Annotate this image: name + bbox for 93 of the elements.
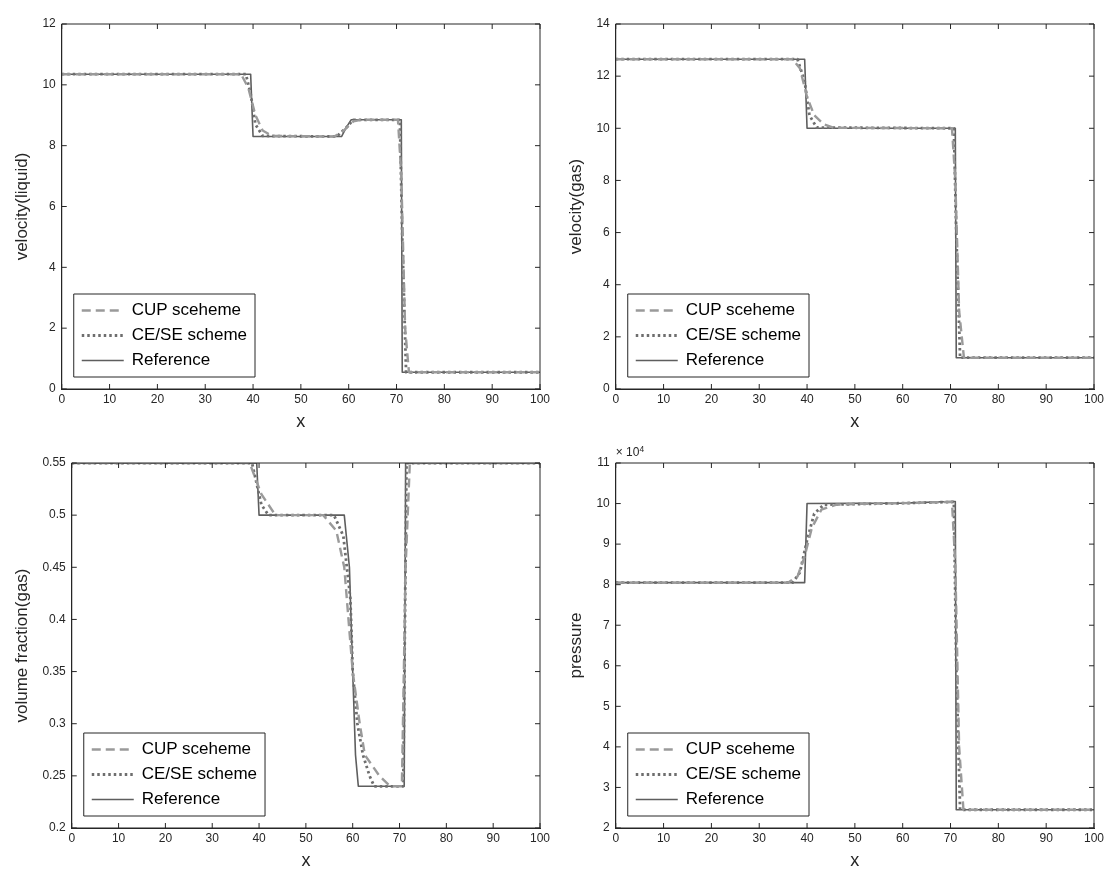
y-tick-label: 6 xyxy=(49,198,57,213)
x-tick-label: 90 xyxy=(1039,830,1054,845)
x-tick-label: 20 xyxy=(158,830,173,845)
y-tick-label: 0.45 xyxy=(42,559,67,574)
x-tick-label: 60 xyxy=(896,830,910,845)
legend-label: CE/SE scheme xyxy=(131,325,248,345)
y-tick-label: 8 xyxy=(603,576,611,591)
x-tick-label: 10 xyxy=(656,391,671,406)
y-tick-label: 7 xyxy=(603,617,611,632)
x-tick-label: 40 xyxy=(252,830,267,845)
y-tick-label: 0.55 xyxy=(42,455,67,470)
x-tick-label: 10 xyxy=(102,391,117,406)
y-tick-label: 10 xyxy=(42,77,57,92)
y-tick-label: 3 xyxy=(603,779,611,794)
y-tick-label: 9 xyxy=(603,536,611,551)
x-tick-label: 100 xyxy=(529,391,551,406)
legend-label: CE/SE scheme xyxy=(685,764,802,784)
legend-label: CUP sceheme xyxy=(685,300,796,320)
x-tick-label: 30 xyxy=(752,830,767,845)
x-tick-label: 40 xyxy=(246,391,261,406)
y-axis-title: velocity(liquid) xyxy=(11,152,31,261)
x-tick-label: 70 xyxy=(943,391,958,406)
y-tick-label: 0.25 xyxy=(42,768,67,783)
x-tick-label: 50 xyxy=(848,391,862,406)
y-tick-label: 6 xyxy=(603,658,611,673)
y-tick-label: 2 xyxy=(49,320,57,335)
x-tick-label: 40 xyxy=(800,830,815,845)
x-tick-label: 70 xyxy=(943,830,958,845)
y-tick-label: 0.4 xyxy=(49,611,67,626)
legend-label: Reference xyxy=(131,350,211,370)
x-tick-label: 60 xyxy=(346,830,360,845)
x-tick-label: 80 xyxy=(437,391,452,406)
y-tick-label: 12 xyxy=(42,16,57,31)
x-tick-label: 10 xyxy=(656,830,671,845)
legend-label: Reference xyxy=(685,789,765,809)
y-tick-label: 6 xyxy=(603,224,611,239)
x-tick-label: 30 xyxy=(205,830,220,845)
x-tick-label: 80 xyxy=(991,830,1006,845)
x-tick-label: 100 xyxy=(1083,391,1105,406)
x-tick-label: 50 xyxy=(294,391,308,406)
x-tick-label: 20 xyxy=(704,391,719,406)
x-tick-label: 30 xyxy=(198,391,213,406)
legend-label: Reference xyxy=(685,350,765,370)
x-axis-title: x xyxy=(850,850,860,871)
x-tick-label: 20 xyxy=(150,391,165,406)
y-tick-label: 12 xyxy=(596,68,611,83)
x-tick-label: 70 xyxy=(392,830,407,845)
y-tick-label: 8 xyxy=(49,137,57,152)
legend-label: CE/SE scheme xyxy=(685,325,802,345)
x-tick-label: 10 xyxy=(111,830,126,845)
x-tick-label: 90 xyxy=(1039,391,1054,406)
x-axis-title: x xyxy=(850,411,860,432)
y-tick-label: 0.35 xyxy=(42,663,67,678)
y-tick-label: 4 xyxy=(49,259,57,274)
x-tick-label: 80 xyxy=(991,391,1006,406)
y-tick-label: 4 xyxy=(603,739,611,754)
y-tick-label: 10 xyxy=(596,120,611,135)
x-tick-label: 100 xyxy=(529,830,551,845)
x-tick-label: 90 xyxy=(485,391,500,406)
x-tick-label: 40 xyxy=(800,391,815,406)
legend-label: CUP sceheme xyxy=(685,739,796,759)
x-tick-label: 60 xyxy=(342,391,356,406)
x-tick-label: 50 xyxy=(299,830,313,845)
y-tick-label: 10 xyxy=(596,495,611,510)
x-tick-label: 60 xyxy=(896,391,910,406)
x-tick-label: 70 xyxy=(389,391,404,406)
y-tick-label: 2 xyxy=(603,820,611,835)
y-tick-label: 0 xyxy=(603,381,611,396)
y-axis-title: pressure xyxy=(565,612,585,679)
legend-label: CUP sceheme xyxy=(141,739,252,759)
x-axis-title: x xyxy=(296,411,306,432)
y-tick-label: 4 xyxy=(603,277,611,292)
y-tick-label: 0 xyxy=(49,381,57,396)
x-axis-title: x xyxy=(301,850,311,871)
y-tick-label: 0.2 xyxy=(49,820,67,835)
legend-label: Reference xyxy=(141,789,221,809)
y-tick-label: 5 xyxy=(603,698,611,713)
y-tick-label: 0.5 xyxy=(49,507,67,522)
legend-label: CE/SE scheme xyxy=(141,764,258,784)
y-axis-title: volume fraction(gas) xyxy=(11,568,31,723)
y-tick-label: 2 xyxy=(603,329,611,344)
y-tick-label: 11 xyxy=(597,455,611,470)
y-tick-label: 0.3 xyxy=(49,716,67,731)
legend-label: CUP sceheme xyxy=(131,300,242,320)
y-tick-label: 8 xyxy=(603,172,611,187)
x-tick-label: 100 xyxy=(1083,830,1105,845)
x-tick-label: 50 xyxy=(848,830,862,845)
y-axis-title: velocity(gas) xyxy=(565,158,585,255)
y-tick-label: 14 xyxy=(596,16,611,31)
x-tick-label: 80 xyxy=(439,830,454,845)
x-tick-label: 90 xyxy=(486,830,501,845)
x-tick-label: 30 xyxy=(752,391,767,406)
x-tick-label: 20 xyxy=(704,830,719,845)
